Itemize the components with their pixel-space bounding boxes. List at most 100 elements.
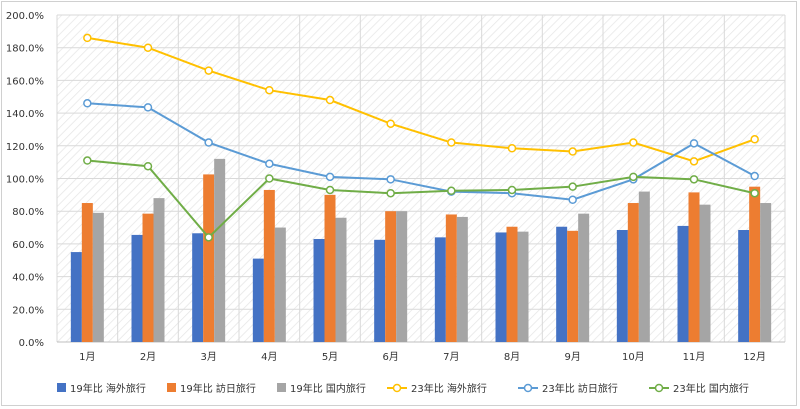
bar — [70, 252, 82, 342]
x-tick-label: 6月 — [382, 351, 398, 363]
line-point — [689, 139, 699, 148]
bar — [324, 194, 336, 342]
bar — [627, 203, 639, 342]
bar — [760, 203, 772, 342]
bar — [677, 225, 689, 342]
bar — [92, 212, 104, 342]
line-point — [386, 188, 395, 198]
bar — [263, 189, 275, 342]
legend-marker — [523, 383, 533, 393]
bar — [445, 214, 457, 342]
legend-label: 23年比 訪日旅行 — [542, 382, 618, 395]
legend-marker — [392, 383, 402, 393]
line-point — [689, 157, 699, 166]
x-tick-label: 11月 — [683, 351, 706, 363]
line-point — [265, 159, 274, 169]
series-line — [87, 159, 755, 239]
line-point — [325, 172, 335, 182]
bar — [335, 217, 347, 342]
legend-swatch — [57, 383, 66, 392]
line-point — [204, 138, 213, 147]
bar — [456, 216, 468, 342]
y-tick-label: 160.0% — [6, 76, 44, 87]
bars — [70, 158, 772, 342]
line-point — [568, 182, 577, 191]
bar — [638, 191, 650, 342]
x-tick-label: 9月 — [564, 351, 580, 363]
legend-label: 19年比 海外旅行 — [70, 382, 146, 395]
bar — [567, 230, 579, 342]
bar — [616, 230, 628, 342]
line-point — [83, 156, 92, 165]
line-point — [447, 186, 456, 196]
x-tick-label: 10月 — [622, 351, 645, 363]
bar — [749, 186, 761, 342]
y-tick-label: 80.0% — [12, 207, 44, 218]
bar — [517, 231, 529, 342]
bar — [434, 237, 446, 342]
y-tick-label: 0.0% — [19, 338, 44, 349]
bar — [274, 227, 286, 342]
line-point — [325, 95, 335, 105]
y-axis-ticks: 0.0% 20.0% 40.0% 60.0% 80.0% 100.0% 120.0% 140.… — [6, 11, 44, 349]
bar — [153, 198, 165, 342]
x-axis-ticks: 1月 2月 3月 4月 5月 6月 7月 8月 9月 10月 11月 12月 — [79, 351, 766, 363]
bar — [203, 174, 215, 342]
bar — [556, 226, 568, 342]
line-point — [750, 171, 759, 181]
bar — [688, 192, 700, 342]
x-tick-label: 4月 — [261, 351, 277, 363]
y-tick-label: 100.0% — [6, 175, 44, 186]
x-tick-label: 1月 — [79, 351, 95, 363]
bar — [699, 204, 711, 342]
bar — [313, 238, 325, 342]
legend-label: 19年比 国内旅行 — [290, 382, 366, 395]
y-tick-label: 60.0% — [12, 240, 44, 251]
line-point — [568, 195, 577, 205]
y-tick-label: 20.0% — [12, 305, 44, 316]
x-tick-label: 7月 — [443, 351, 459, 363]
line-point — [83, 99, 92, 108]
line-point — [568, 147, 577, 156]
lines — [83, 33, 759, 242]
bar — [192, 233, 204, 342]
x-tick-label: 12月 — [743, 351, 766, 363]
y-tick-label: 140.0% — [6, 109, 44, 120]
line-point — [750, 188, 759, 198]
line-point — [689, 175, 699, 184]
bar — [506, 226, 518, 342]
bar — [495, 232, 507, 342]
bar — [385, 211, 397, 342]
x-tick-label: 5月 — [322, 351, 338, 363]
line-point — [265, 85, 274, 95]
legend-label: 23年比 国内旅行 — [673, 382, 749, 395]
line-point — [386, 119, 395, 128]
line-point — [204, 233, 213, 242]
bar — [142, 213, 154, 342]
bar — [81, 203, 93, 342]
line-point — [629, 138, 638, 147]
legend-swatch — [277, 383, 286, 392]
y-tick-label: 40.0% — [12, 273, 44, 284]
legend-swatch — [167, 383, 176, 392]
line-point — [204, 66, 213, 75]
line-point — [265, 174, 274, 183]
bar — [396, 211, 408, 342]
line-point — [629, 172, 638, 182]
line-point — [143, 43, 153, 52]
x-tick-label: 3月 — [200, 351, 216, 363]
legend-label: 23年比 海外旅行 — [411, 382, 487, 395]
bar — [131, 234, 143, 342]
line-point — [386, 175, 395, 184]
bar — [578, 213, 590, 342]
line-point — [143, 161, 153, 171]
line-point — [507, 144, 517, 153]
y-tick-label: 120.0% — [6, 142, 44, 153]
bar — [374, 239, 386, 342]
y-tick-label: 180.0% — [6, 44, 44, 55]
line-point — [83, 33, 92, 43]
series-line — [87, 36, 756, 163]
series-line — [87, 102, 756, 201]
bar — [214, 158, 226, 342]
